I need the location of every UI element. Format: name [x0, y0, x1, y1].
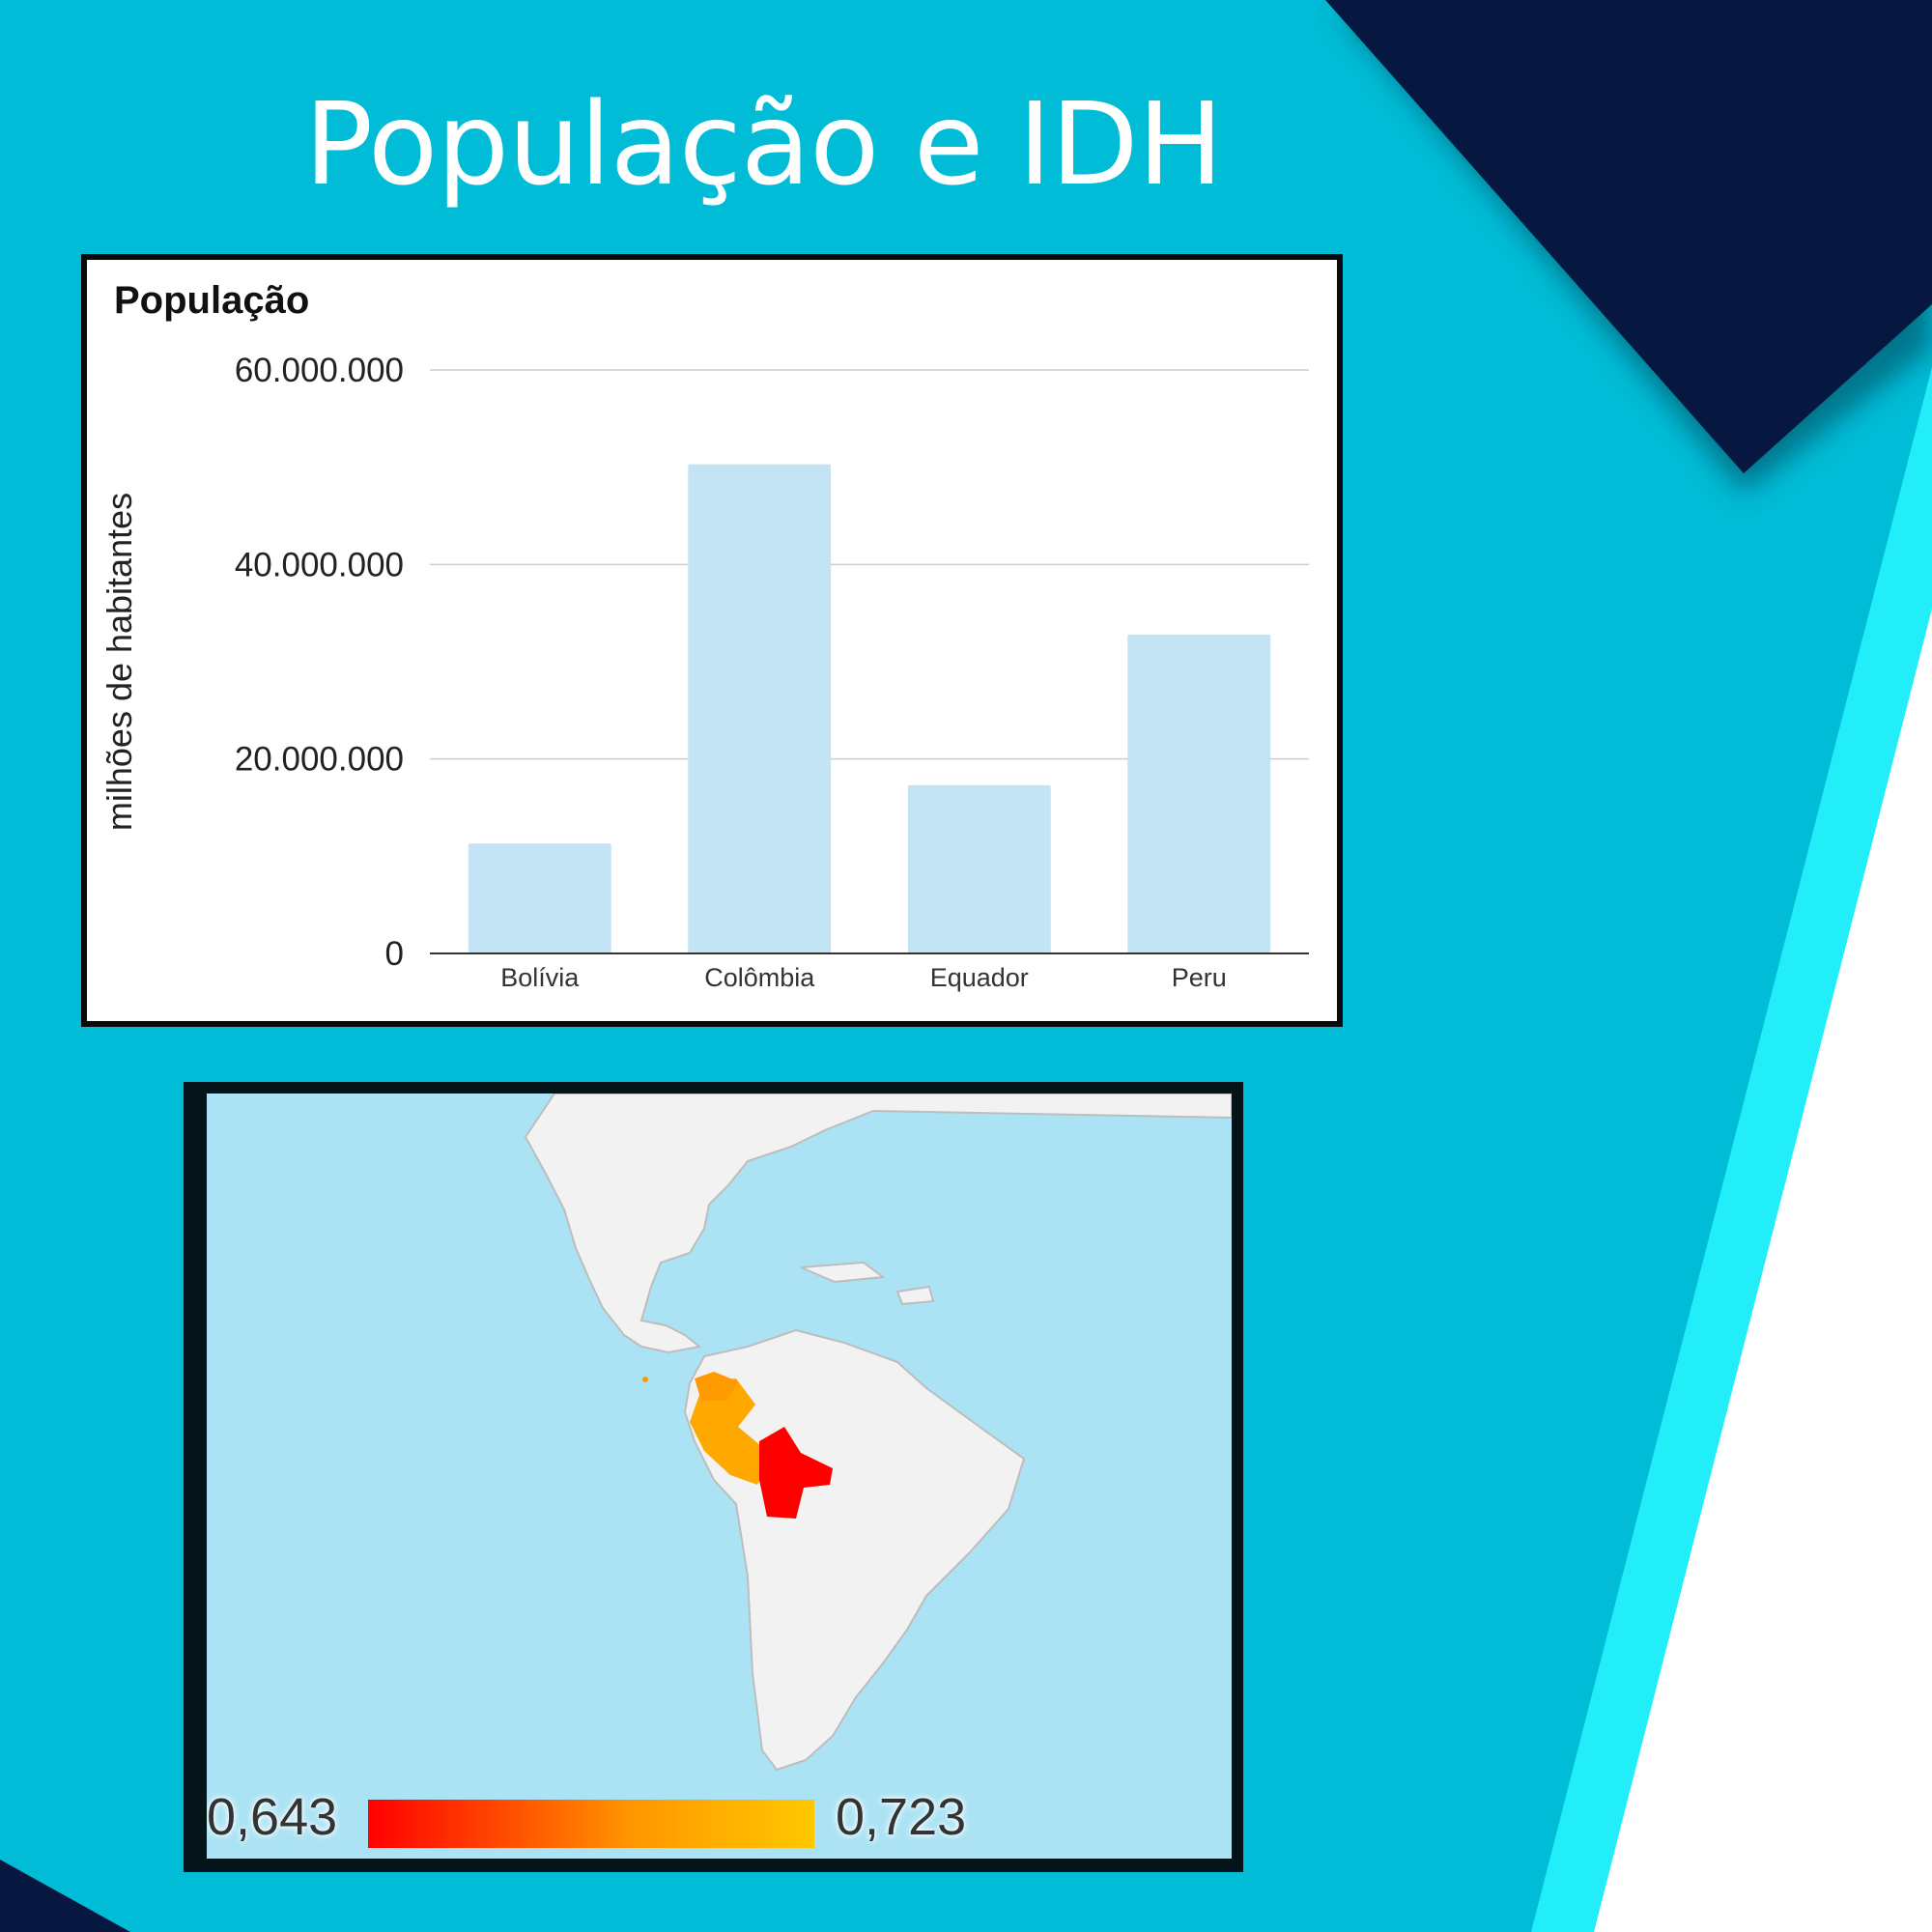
- navy-triangle-bottom-left: [0, 1860, 130, 1932]
- y-tick-label: 40.000.000: [235, 546, 404, 583]
- bar: [1127, 634, 1271, 953]
- peru-region: [690, 1378, 765, 1485]
- y-axis-label: milhões de habitantes: [99, 493, 139, 831]
- y-tick-label: 20.000.000: [235, 741, 404, 779]
- x-tick-label: Peru: [1172, 963, 1227, 992]
- idh-map-card: 0,643 0,723: [184, 1082, 1243, 1872]
- legend-max-value: 0,723: [836, 1788, 967, 1846]
- population-chart-card: 0 20.000.000 40.000.000 60.000.000 Bolívia Co…: [81, 254, 1343, 1027]
- population-bar-chart: 0 20.000.000 40.000.000 60.000.000 Bolívia Co…: [99, 352, 1309, 992]
- idh-map: 0,643 0,723: [207, 1094, 1232, 1859]
- x-tick-label: Equador: [930, 963, 1029, 992]
- hispaniola: [895, 1285, 935, 1306]
- north-america-landmass: [524, 1094, 1232, 1354]
- ecuador-region: [695, 1372, 738, 1401]
- y-tick-label: 0: [385, 935, 404, 973]
- navy-triangle-top-right: [1325, 0, 1932, 473]
- galapagos-islands: [642, 1377, 648, 1382]
- white-stripe-right: [1594, 609, 1932, 1932]
- bar: [688, 464, 832, 953]
- bar: [907, 784, 1051, 953]
- bolivia-region: [759, 1427, 833, 1519]
- cuba: [800, 1261, 886, 1284]
- x-tick-label: Colômbia: [704, 963, 815, 992]
- chart-title: População: [114, 279, 310, 322]
- idh-map-svg: [524, 1094, 1232, 1772]
- slide-title: População e IDH: [304, 77, 1223, 211]
- y-tick-label: 60.000.000: [235, 352, 404, 389]
- legend-color-scale: [368, 1800, 814, 1848]
- bar: [468, 843, 611, 953]
- x-tick-label: Bolívia: [500, 963, 580, 992]
- legend-min-value: 0,643: [207, 1788, 338, 1846]
